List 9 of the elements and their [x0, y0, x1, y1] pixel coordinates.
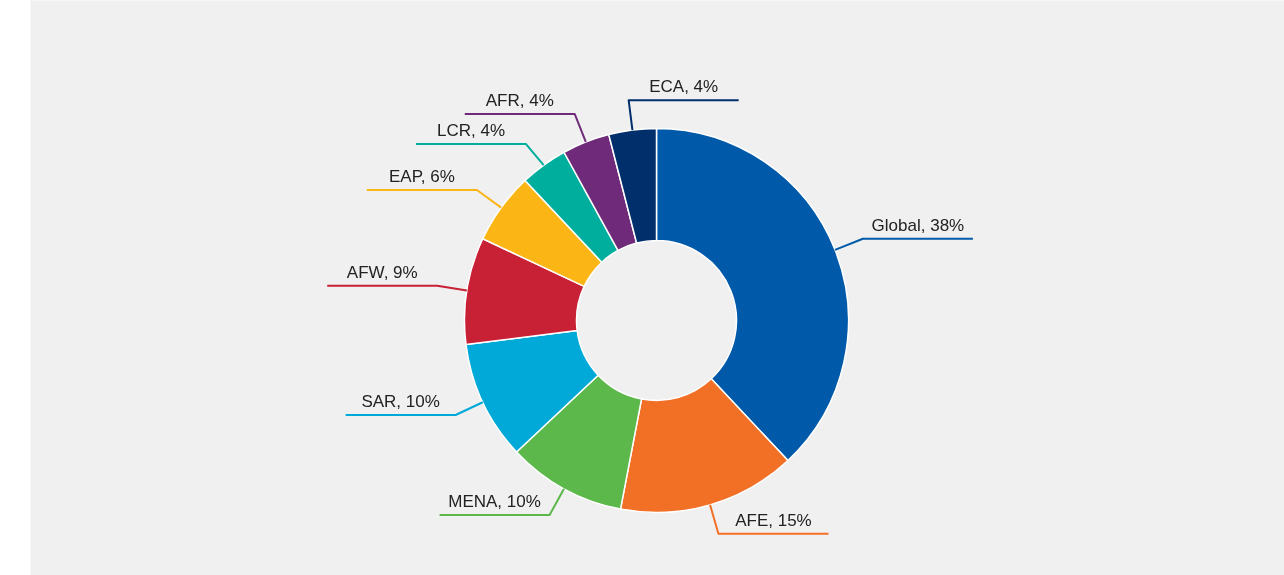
- slice-label: EAP, 6%: [388, 167, 455, 187]
- slice-label: AFW, 9%: [346, 262, 418, 282]
- slice-label: SAR, 10%: [361, 392, 440, 412]
- slice-label: LCR, 4%: [437, 121, 506, 141]
- slice-label: AFE, 15%: [735, 510, 812, 530]
- slice-label: ECA, 4%: [649, 77, 719, 97]
- slice-label: MENA, 10%: [448, 492, 541, 512]
- slice-label: AFR, 4%: [485, 91, 554, 111]
- slice-label: Global, 38%: [871, 215, 965, 235]
